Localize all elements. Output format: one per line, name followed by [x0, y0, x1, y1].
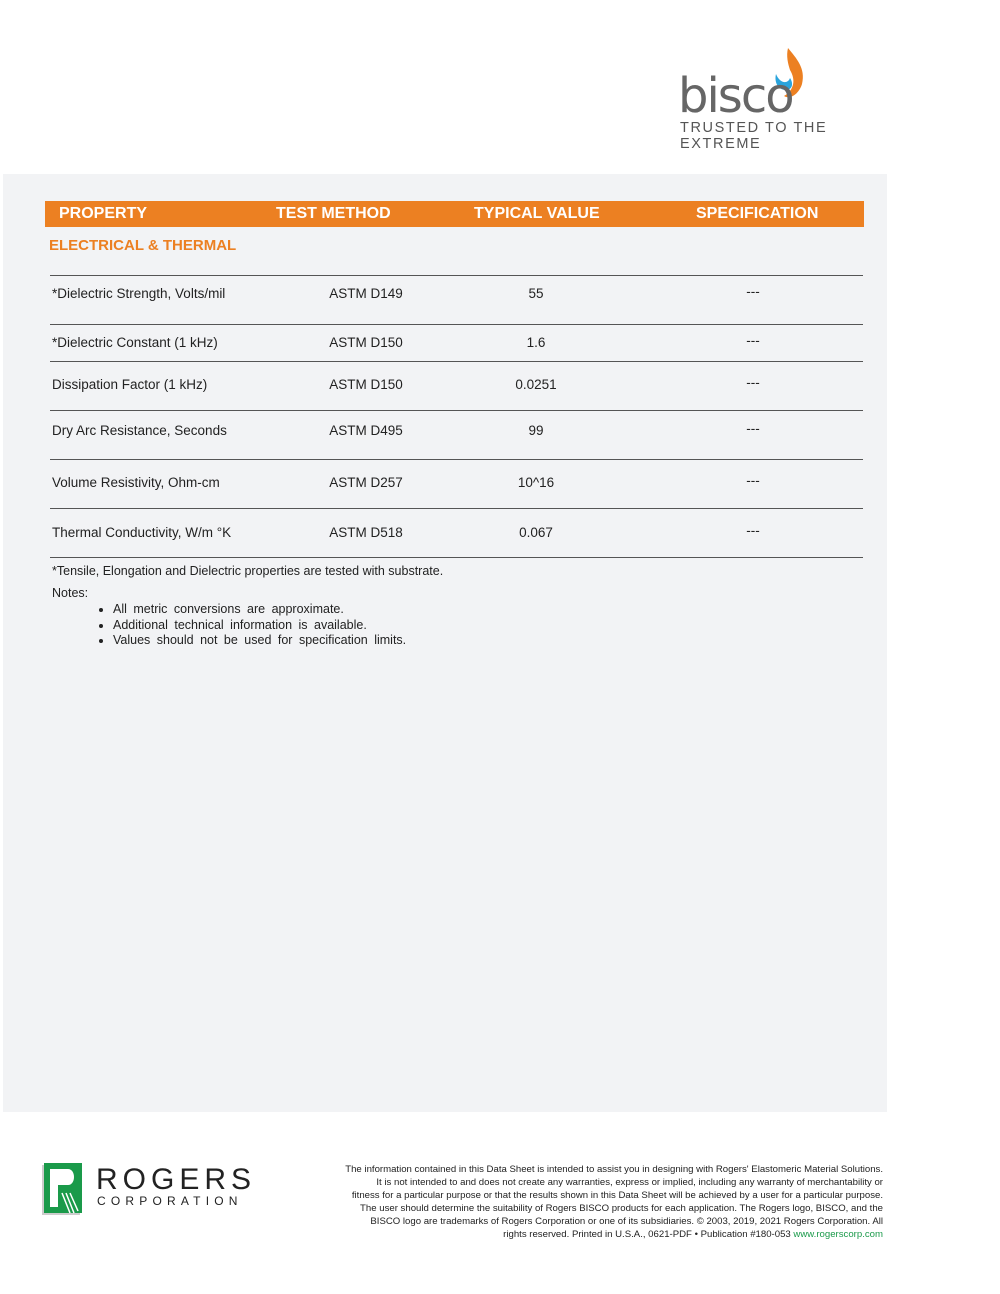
- header-specification: SPECIFICATION: [696, 205, 819, 222]
- note-item: All metric conversions are approximate.: [113, 602, 406, 618]
- property-cell: Dry Arc Resistance, Seconds: [52, 423, 227, 438]
- content-panel: [3, 174, 887, 1112]
- method-cell: ASTM D150: [329, 335, 403, 350]
- bisco-wordmark: bisco: [678, 68, 795, 124]
- spec-cell: ---: [746, 523, 760, 538]
- spec-cell: ---: [746, 473, 760, 488]
- spec-cell: ---: [746, 284, 760, 299]
- property-cell: Thermal Conductivity, W/m °K: [52, 525, 232, 540]
- bisco-logo: bisco TRUSTED TO THE EXTREME: [678, 46, 878, 152]
- spec-cell: ---: [746, 421, 760, 436]
- property-cell: *Dielectric Strength, Volts/mil: [52, 286, 226, 301]
- property-cell: *Dielectric Constant (1 kHz): [52, 335, 218, 350]
- header-typical-value: TYPICAL VALUE: [474, 205, 600, 222]
- spec-cell: ---: [746, 333, 760, 348]
- row-divider: [50, 410, 863, 411]
- value-cell: 55: [528, 286, 544, 301]
- disclaimer-line: The user should determine the suitabilit…: [360, 1203, 883, 1214]
- rogers-subtitle: CORPORATION: [97, 1194, 243, 1208]
- method-cell: ASTM D149: [329, 286, 403, 301]
- disclaimer-line: The information contained in this Data S…: [345, 1164, 883, 1175]
- value-cell: 0.0251: [515, 377, 557, 392]
- method-cell: ASTM D518: [329, 525, 403, 540]
- value-cell: 10^16: [517, 475, 555, 490]
- note-item: Values should not be used for specificat…: [113, 633, 406, 649]
- rogers-mark-icon: [42, 1163, 82, 1215]
- row-divider: [50, 324, 863, 325]
- row-divider: [50, 459, 863, 460]
- header-property: PROPERTY: [59, 205, 148, 222]
- note-item: Additional technical information is avai…: [113, 618, 406, 634]
- spec-cell: ---: [746, 375, 760, 390]
- website-link[interactable]: www.rogerscorp.com: [793, 1229, 883, 1240]
- footnote: *Tensile, Elongation and Dielectric prop…: [52, 564, 444, 578]
- row-divider: [50, 361, 863, 362]
- rogers-logo: ROGERS CORPORATION: [40, 1163, 260, 1223]
- section-title: ELECTRICAL & THERMAL: [49, 237, 237, 254]
- row-divider: [50, 557, 863, 558]
- notes-list: All metric conversions are approximate. …: [93, 602, 406, 649]
- method-cell: ASTM D150: [329, 377, 403, 392]
- method-cell: ASTM D495: [329, 423, 403, 438]
- property-cell: Volume Resistivity, Ohm-cm: [52, 475, 220, 490]
- disclaimer-line: BISCO logo are trademarks of Rogers Corp…: [370, 1216, 883, 1227]
- row-divider: [50, 275, 863, 276]
- disclaimer: The information contained in this Data S…: [283, 1163, 883, 1241]
- disclaimer-line: rights reserved. Printed in U.S.A., 0621…: [283, 1228, 883, 1241]
- method-cell: ASTM D257: [329, 475, 403, 490]
- table-header: PROPERTY TEST METHOD TYPICAL VALUE SPECI…: [45, 201, 864, 227]
- disclaimer-text: rights reserved. Printed in U.S.A., 0621…: [503, 1229, 794, 1240]
- disclaimer-line: fitness for a particular purpose or that…: [351, 1190, 883, 1201]
- value-cell: 99: [528, 423, 544, 438]
- disclaimer-line: It is not intended to and does not creat…: [376, 1177, 883, 1188]
- flame-icon: [775, 48, 803, 98]
- property-cell: Dissipation Factor (1 kHz): [52, 377, 208, 392]
- value-cell: 1.6: [526, 335, 546, 350]
- header-test-method: TEST METHOD: [276, 205, 391, 222]
- row-divider: [50, 508, 863, 509]
- rogers-wordmark: ROGERS: [96, 1163, 257, 1196]
- notes-label: Notes:: [52, 586, 89, 600]
- value-cell: 0.067: [519, 525, 553, 540]
- bisco-tagline: TRUSTED TO THE EXTREME: [680, 120, 828, 152]
